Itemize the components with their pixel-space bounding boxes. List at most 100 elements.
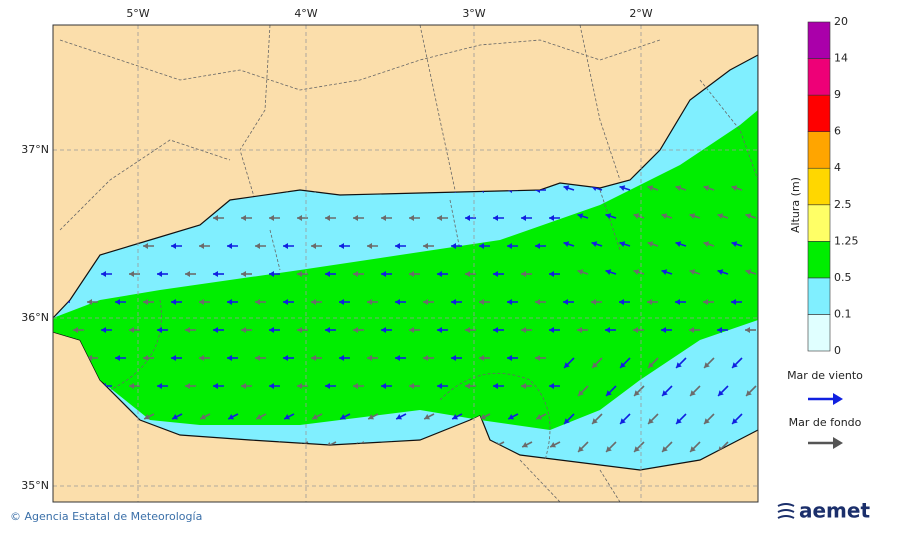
arrow-head [297, 327, 302, 333]
arrow-head [717, 327, 722, 333]
arrow-head [172, 414, 179, 420]
arrow-head [381, 215, 386, 221]
colorbar-label: 0.1 [834, 307, 852, 320]
x-label: 4°W [294, 7, 317, 20]
sea-mid [53, 110, 758, 430]
arrow-head [549, 383, 554, 389]
arrow-head [535, 355, 540, 361]
arrow-head [143, 243, 148, 249]
arrow-head [311, 299, 316, 305]
arrow-head [339, 355, 344, 361]
arrow-head [535, 243, 540, 249]
arrow-head [563, 185, 570, 191]
arrow-head [479, 243, 484, 249]
arrow-head [367, 299, 372, 305]
arrow-head [661, 327, 666, 333]
arrow-head [479, 355, 484, 361]
arrow-head [368, 414, 375, 420]
arrow-head [549, 327, 554, 333]
arrow-head [185, 327, 190, 333]
colorbar-band [807, 21, 831, 59]
arrow-head [144, 414, 151, 420]
arrow-head [423, 299, 428, 305]
arrow-head [591, 299, 596, 305]
arrow-head [353, 271, 358, 277]
arrow-head [521, 383, 526, 389]
colorbar-band [807, 204, 831, 242]
colorbar-label: 0 [834, 344, 841, 357]
arrow-head [312, 414, 319, 420]
arrow-head [676, 418, 682, 424]
arrow-head [731, 185, 738, 191]
arrow-head [255, 355, 260, 361]
arrow-head [563, 241, 570, 247]
colorbar-label: 9 [834, 88, 841, 101]
arrow-head [718, 390, 724, 396]
arrow-head [409, 383, 414, 389]
arrow-head [409, 215, 414, 221]
arrow-head [745, 213, 752, 219]
arrow-head [465, 383, 470, 389]
arrow-head [606, 390, 612, 396]
logo-mark [777, 503, 795, 519]
land-borders [59, 25, 661, 502]
arrow-head [424, 414, 431, 420]
colorbar-title: Altura (m) [789, 177, 802, 233]
arrow-head [171, 299, 176, 305]
arrow-head [732, 418, 738, 424]
arrow-head [200, 414, 207, 420]
arrow-head [717, 213, 724, 219]
colorbar-band [807, 314, 831, 352]
arrow-head [689, 269, 696, 275]
arrow-head [256, 414, 263, 420]
arrow-head [480, 414, 487, 420]
arrow-head [521, 271, 526, 277]
arrow-head [648, 362, 654, 368]
colorbar-label: 6 [834, 125, 841, 138]
arrow-head [549, 215, 554, 221]
arrow-head [367, 243, 372, 249]
arrow-head [269, 383, 274, 389]
arrow-head [634, 446, 640, 452]
arrow-head [703, 241, 710, 247]
map-area [53, 25, 758, 502]
arrow-head [592, 418, 598, 424]
arrow-head [521, 327, 526, 333]
colorbar-band [807, 167, 831, 206]
arrow-head [171, 355, 176, 361]
arrow-head [647, 185, 654, 191]
arrow-head [339, 243, 344, 249]
arrow-head [704, 418, 710, 424]
arrow-head [620, 418, 626, 424]
legend-label: Mar de viento [787, 369, 863, 382]
arrow-head [508, 414, 515, 420]
arrow-head [675, 185, 682, 191]
arrow-head [115, 355, 120, 361]
arrow-head [129, 271, 134, 277]
colorbar-band [807, 94, 831, 132]
arrow-head [339, 299, 344, 305]
arrow-head [577, 213, 584, 219]
arrow-head [578, 446, 584, 452]
arrow-head [381, 271, 386, 277]
arrow-head [283, 355, 288, 361]
arrow-head [87, 355, 92, 361]
arrow-head [101, 327, 106, 333]
arrow-head [731, 299, 736, 305]
arrow-head [269, 327, 274, 333]
colorbar-band [807, 241, 831, 279]
arrow-head [283, 243, 288, 249]
arrow-head [283, 299, 288, 305]
colorbar-band [807, 58, 831, 96]
arrow-head [451, 355, 456, 361]
x-label: 3°W [462, 7, 485, 20]
colorbar-label: 0.5 [834, 271, 852, 284]
arrow-head [689, 213, 696, 219]
arrow-head [185, 271, 190, 277]
arrow-head [437, 215, 442, 221]
arrow-head [465, 271, 470, 277]
x-label: 2°W [629, 7, 652, 20]
arrow-head [507, 299, 512, 305]
arrow-head [633, 213, 640, 219]
arrow-head [227, 355, 232, 361]
